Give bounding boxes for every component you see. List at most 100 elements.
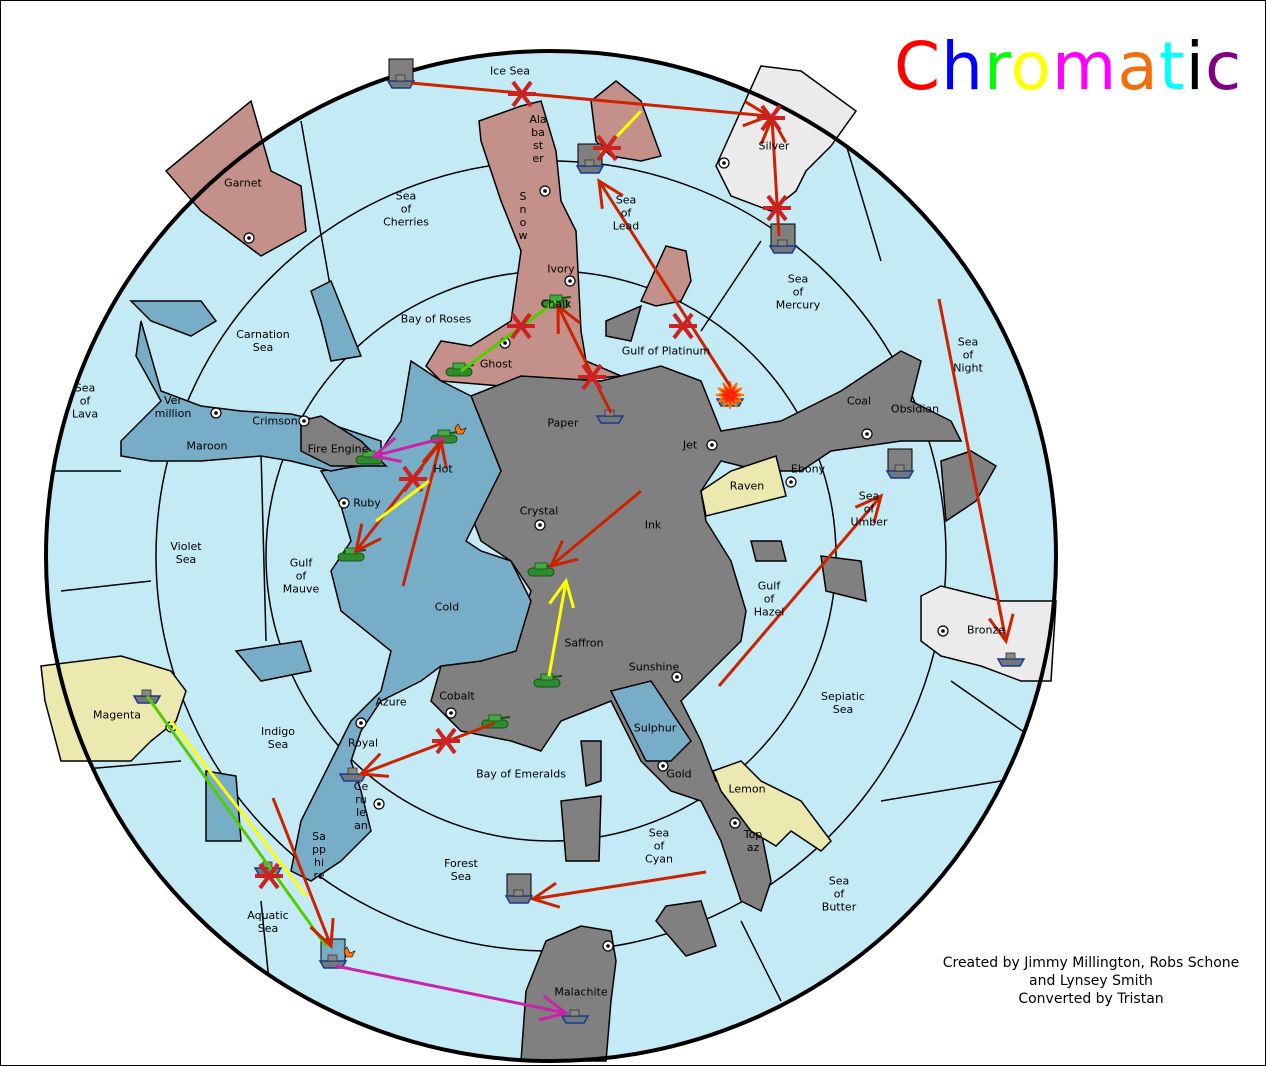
- failed-order-cross-icon: [507, 312, 535, 340]
- army-unit[interactable]: [527, 562, 557, 577]
- supply-center-dot: [675, 675, 679, 679]
- fleet-unit[interactable]: [768, 223, 798, 254]
- fleet-unit[interactable]: [386, 58, 416, 89]
- label-royal: Royal: [347, 736, 379, 750]
- label-ruby: Ruby: [353, 496, 381, 510]
- fleet-cabin: [347, 767, 358, 775]
- supply-center-dot: [503, 341, 507, 345]
- label-coal: Coal: [846, 394, 872, 408]
- label-hot: Hot: [433, 462, 453, 476]
- fleet-unit[interactable]: [885, 448, 915, 479]
- island-night: [940, 450, 998, 523]
- arrowhead: [529, 881, 561, 909]
- label-magenta: Magenta: [92, 708, 142, 722]
- arrowhead: [854, 493, 884, 524]
- supply-center-dot: [722, 161, 726, 165]
- title-letter: r: [983, 28, 1011, 105]
- fleet-cabin: [569, 1009, 580, 1017]
- arrowhead: [548, 539, 579, 569]
- order-arrow: [717, 493, 884, 687]
- fleet-icon: [595, 415, 625, 424]
- label-crimson: Crimson: [252, 414, 298, 428]
- fleet-unit[interactable]: [996, 652, 1026, 667]
- supply-center-dot: [606, 944, 610, 948]
- supply-center-dot: [247, 236, 251, 240]
- label-sea-of-lead: Sea of Lead: [612, 193, 640, 233]
- label-sulphur: Sulphur: [633, 721, 677, 735]
- order-line: [532, 870, 707, 901]
- region-blue-west: [290, 359, 532, 882]
- order-line: [597, 180, 732, 387]
- label-ink: Ink: [644, 518, 662, 532]
- label-sea-of-mercury: Sea of Mercury: [775, 272, 821, 312]
- fleet-icon: [560, 1015, 590, 1024]
- label-sea-of-butter: Sea of Butter: [821, 874, 857, 914]
- supply-center-dot: [865, 432, 869, 436]
- order-line: [401, 440, 443, 587]
- arrowhead: [357, 752, 390, 778]
- label-violet-sea: Violet Sea: [170, 540, 202, 566]
- region-garnet: [164, 99, 307, 257]
- fleet-cabin: [513, 889, 524, 897]
- arrowhead: [556, 302, 582, 335]
- order-arrow: [547, 577, 575, 677]
- fleet-unit[interactable]: [715, 380, 745, 410]
- title-letter: o: [1010, 28, 1053, 105]
- fleet-cabin: [777, 239, 788, 247]
- island-butter: [655, 900, 717, 957]
- order-arrow: [375, 479, 430, 523]
- label-alabaster: Ala ba st er: [529, 113, 547, 165]
- label-raven: Raven: [729, 479, 765, 493]
- fleet-icon: [768, 245, 798, 254]
- label-sea-of-lava: Sea of Lava: [71, 381, 99, 421]
- label-gold: Gold: [666, 767, 692, 781]
- fleet-unit[interactable]: [560, 1009, 590, 1024]
- map-title: Chromatic: [894, 27, 1242, 107]
- credits-line: Created by Jimmy Millington, Robs Schone: [942, 955, 1240, 971]
- order-arrow: [145, 695, 328, 947]
- label-maroon: Maroon: [186, 439, 228, 453]
- title-letter: t: [1158, 28, 1186, 105]
- label-aquatic-sea: Aquatic Sea: [247, 909, 289, 935]
- order-arrow: [597, 178, 732, 387]
- arrowhead: [548, 577, 575, 609]
- supply-center-dot: [941, 629, 945, 633]
- order-line: [770, 117, 781, 237]
- failed-order-cross-icon: [578, 363, 606, 391]
- island-mauve: [234, 640, 312, 682]
- army-turret: [540, 673, 554, 681]
- failed-order-cross-icon: [432, 727, 460, 755]
- supply-center-dot: [342, 501, 346, 505]
- failed-order-cross-icon: [763, 194, 791, 222]
- order-line: [271, 797, 333, 947]
- fleet-unit[interactable]: [132, 689, 162, 704]
- region-raven: [700, 455, 787, 517]
- region-dark-core: [430, 350, 963, 913]
- island-cyan: [560, 795, 602, 862]
- failed-order-cross-icon: [757, 104, 785, 132]
- label-sunshine: Sunshine: [628, 660, 680, 674]
- label-ghost: Ghost: [479, 357, 513, 371]
- fleet-unit[interactable]: [504, 873, 534, 904]
- label-cold: Cold: [434, 600, 460, 614]
- label-bronze: Bronze: [966, 623, 1006, 637]
- order-layer: [145, 80, 1015, 1022]
- supply-center-dot: [710, 443, 714, 447]
- title-letter: c: [1205, 28, 1243, 105]
- order-arrow: [169, 720, 308, 897]
- island-emeralds: [580, 740, 602, 788]
- label-cerulean: Ce ru le an: [353, 780, 369, 832]
- credits-line: Converted by Tristan: [1018, 991, 1164, 1007]
- label-gulf-of-hazel: Gulf of Hazel: [753, 579, 785, 619]
- arrowhead: [988, 613, 1015, 645]
- order-line: [460, 299, 557, 373]
- label-sea-of-night: Sea of Night: [953, 335, 983, 375]
- order-arrow: [937, 298, 1015, 645]
- arrowhead: [421, 437, 448, 469]
- fleet-unit[interactable]: [338, 767, 368, 782]
- army-unit[interactable]: [533, 673, 563, 688]
- failed-order-cross-icon: [255, 862, 283, 890]
- fleet-cabin: [141, 689, 152, 697]
